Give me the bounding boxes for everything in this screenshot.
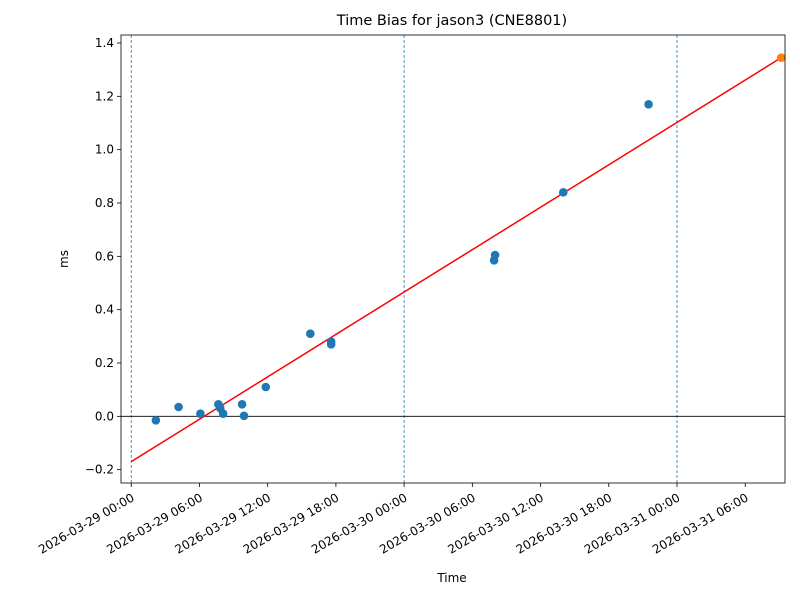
y-tick-label: 0.2 xyxy=(95,356,114,370)
data-point xyxy=(196,409,205,418)
data-point xyxy=(151,416,161,425)
data-point xyxy=(326,340,336,349)
data-point xyxy=(490,250,500,260)
fit-line-mark xyxy=(130,57,782,463)
y-tick-label: 0.6 xyxy=(95,249,114,263)
data-point xyxy=(174,402,183,412)
data-point xyxy=(644,100,653,109)
plot-area xyxy=(121,35,785,483)
x-axis-title: Time xyxy=(436,571,466,585)
data-point xyxy=(239,411,249,421)
y-tick-label: −0.2 xyxy=(85,463,114,477)
y-axis-title: ms xyxy=(57,250,71,268)
plot-frame xyxy=(120,34,786,484)
data-point xyxy=(306,329,315,338)
latest-data-point xyxy=(776,53,786,62)
y-tick-label: 0.4 xyxy=(95,303,114,317)
y-tick-label: 1.0 xyxy=(95,143,114,157)
fit-line xyxy=(130,57,782,463)
plot-border xyxy=(120,34,786,484)
data-points xyxy=(151,53,786,425)
y-tick-label: 1.4 xyxy=(95,36,114,50)
y-axis: −0.2 0.0 0.2 0.4 0.6 0.8 1.0 1.2 1.4 xyxy=(85,36,121,477)
y-tick-label: 0.0 xyxy=(95,409,114,423)
data-point xyxy=(261,382,271,392)
data-point xyxy=(558,188,568,197)
data-point xyxy=(218,409,228,418)
chart-title: Time Bias for jason3 (CNE8801) xyxy=(336,13,567,29)
y-tick-label: 0.8 xyxy=(95,196,114,210)
y-tick-label: 1.2 xyxy=(95,89,114,103)
data-point xyxy=(237,400,247,409)
plot-background xyxy=(121,35,785,483)
